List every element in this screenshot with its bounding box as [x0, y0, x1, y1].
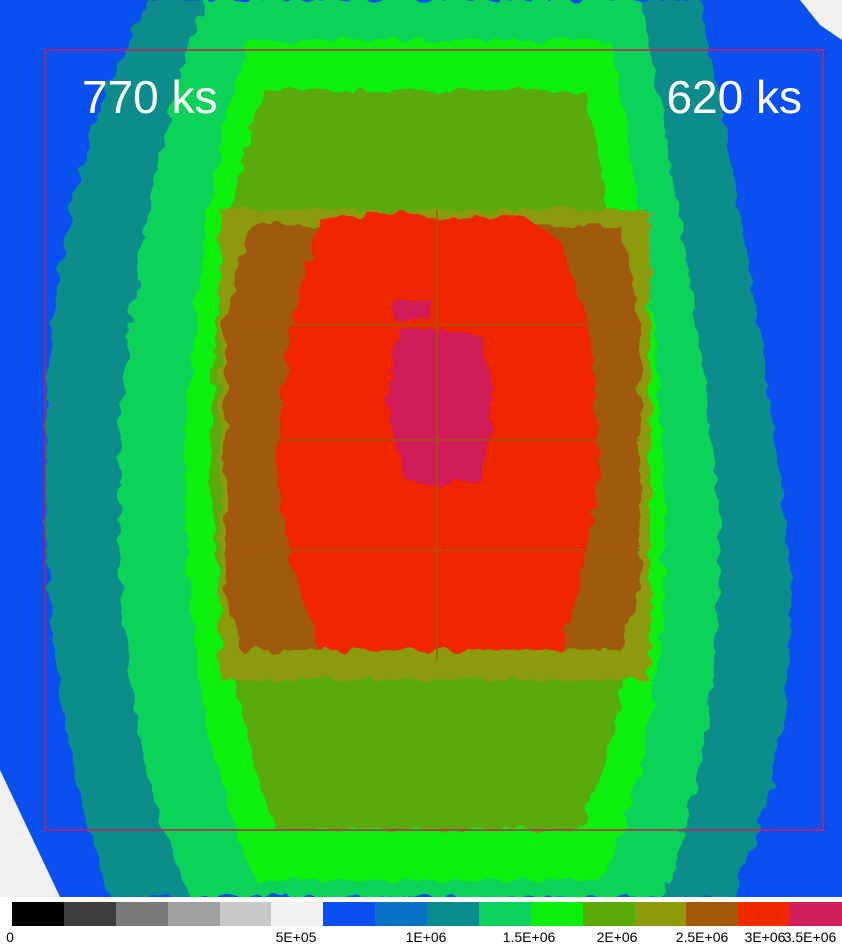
colorbar [12, 902, 842, 926]
colorbar-segment [115, 902, 168, 926]
colorbar-segment [271, 902, 324, 926]
colorbar-tick-label: 5E+05 [275, 929, 317, 945]
colorbar-segment [375, 902, 427, 926]
colorbar-ticks: 0 5E+05 1E+06 1.5E+06 2E+06 2.5E+06 3E+06 3.5E+… [0, 929, 842, 949]
colorbar-segment [582, 902, 635, 926]
colorbar-segment [323, 902, 376, 926]
colorbar-segment [530, 902, 583, 926]
colorbar-tick-label: 1.5E+06 [502, 929, 556, 945]
colorbar-segment [219, 902, 272, 926]
colorbar-tick-label: 3.5E+06 [783, 929, 837, 945]
colorbar-tick-label: 2E+06 [596, 929, 638, 945]
exposure-label-left: 770 ks [82, 71, 218, 123]
exposure-map-graphic [0, 0, 842, 897]
colorbar-segment [738, 902, 791, 926]
colorbar-segment [167, 902, 220, 926]
colorbar-tick-label: 0 [6, 929, 14, 945]
colorbar-segment [686, 902, 739, 926]
colorbar-segment [12, 902, 64, 926]
colorbar-segment [478, 902, 531, 926]
exposure-label-right: 620 ks [666, 71, 802, 123]
colorbar-segment [63, 902, 116, 926]
exposure-map: 770 ks 620 ks [0, 0, 842, 897]
colorbar-segment [790, 902, 842, 926]
colorbar-segment [427, 902, 479, 926]
colorbar-segment [634, 902, 687, 926]
colorbar-tick-label: 2.5E+06 [675, 929, 729, 945]
colorbar-tick-label: 3E+06 [744, 929, 786, 945]
colorbar-tick-label: 1E+06 [405, 929, 447, 945]
